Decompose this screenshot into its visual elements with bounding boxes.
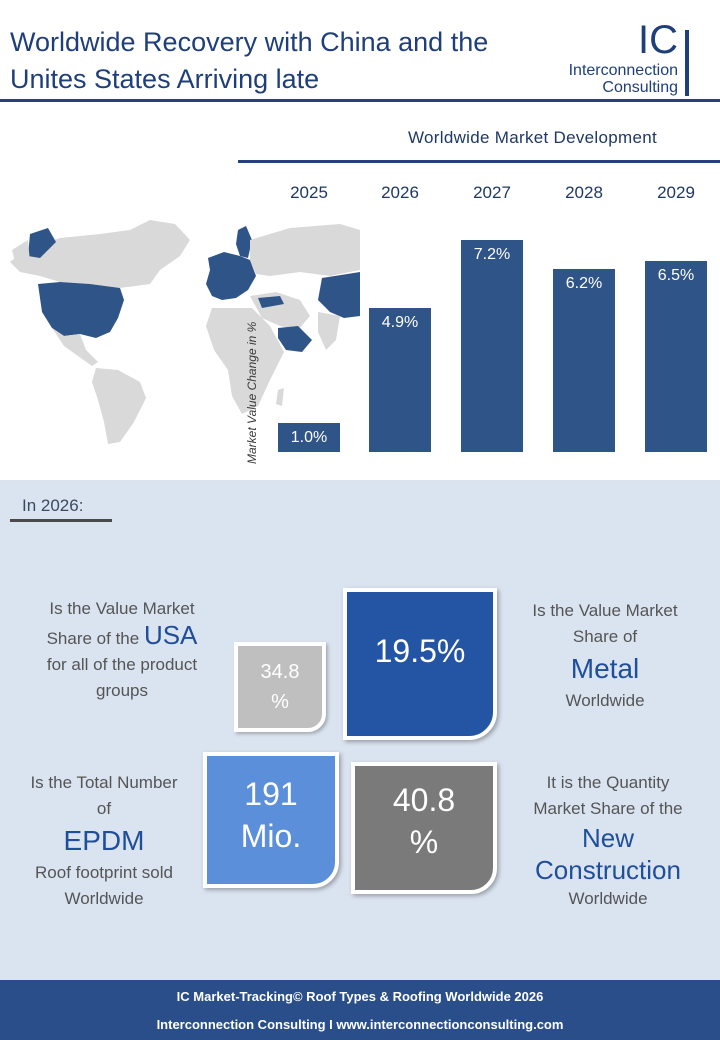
data-label: 7.2%	[473, 246, 511, 263]
map-south-america	[92, 368, 146, 444]
title-line-1: Worldwide Recovery with China and the	[10, 27, 489, 57]
metal-highlight: Metal	[570, 653, 640, 684]
y-axis-label: Market Value Change in %	[236, 322, 296, 464]
new-construction-highlight-1: New	[581, 823, 634, 853]
epdm-value-tile: 191 Mio.	[203, 752, 339, 888]
usa-text-line-2: Share of the USA	[22, 622, 222, 652]
metal-text-line-4: Worldwide	[565, 691, 645, 710]
usa-value-tile: 34.8 %	[234, 642, 326, 732]
bar	[461, 240, 523, 452]
usa-text-line-2a: Share of the	[46, 629, 144, 648]
epdm-highlight: EPDM	[63, 825, 145, 856]
x-tick-label: 2025	[290, 183, 328, 202]
map-saudi-arabia	[278, 326, 312, 352]
epdm-text-line-4: Roof footprint sold	[35, 863, 173, 882]
new-construction-description: It is the Quantity Market Share of the N…	[512, 770, 704, 912]
usa-value-line-1: 34.8	[260, 661, 300, 683]
footer-line-1: IC Market-Tracking© Roof Types & Roofing…	[176, 989, 544, 1004]
title-line-2: Unites States Arriving late	[10, 64, 320, 94]
y-axis-label-text: Market Value Change in %	[245, 321, 259, 464]
map-europe	[206, 252, 256, 300]
new-construction-value-tile: 40.8 %	[351, 762, 497, 894]
new-construction-value-line-1: 40.8	[392, 782, 456, 818]
metal-description: Is the Value Market Share of Metal World…	[510, 598, 700, 714]
data-label: 4.9%	[381, 313, 419, 331]
map-china	[318, 272, 360, 318]
map-canada	[10, 220, 190, 288]
map-turkey	[258, 296, 284, 308]
map-mexico	[52, 328, 98, 366]
map-greenland	[28, 228, 56, 258]
new-construction-text-line-5: Worldwide	[568, 889, 648, 908]
epdm-text-line-5: Worldwide	[64, 889, 144, 908]
data-label: 6.5%	[657, 266, 695, 284]
logo-name-line-1: Interconnection	[568, 62, 678, 79]
map-greenland2	[12, 240, 30, 266]
bar	[645, 260, 707, 452]
epdm-text-line-1: Is the Total Number	[30, 773, 178, 792]
map-usa	[38, 282, 124, 338]
page-title: Worldwide Recovery with China and the Un…	[10, 24, 550, 98]
section-label: In 2026:	[22, 496, 84, 515]
metal-text-line-2: Share of	[572, 627, 638, 646]
metal-text-line-1: Is the Value Market	[532, 601, 678, 620]
usa-text-line-1: Is the Value Market	[49, 599, 195, 618]
epdm-value-line-1: 191	[244, 776, 298, 812]
data-label: 6.2%	[565, 275, 603, 293]
footer: IC Market-Tracking© Roof Types & Roofing…	[0, 980, 720, 1040]
map-madagascar	[276, 388, 284, 406]
new-construction-highlight-2: Construction	[535, 855, 681, 885]
usa-text-line-3: for all of the product	[46, 655, 198, 674]
metal-value-tile: 19.5%	[343, 588, 497, 740]
map-africa	[206, 308, 284, 414]
x-tick-label: 2026	[381, 183, 419, 202]
x-tick-label: 2028	[565, 183, 603, 202]
usa-highlight: USA	[143, 620, 198, 650]
header: Worldwide Recovery with China and the Un…	[0, 0, 720, 104]
bar	[369, 307, 431, 452]
metal-value: 19.5%	[374, 632, 466, 669]
usa-value-line-2: %	[271, 691, 289, 713]
map-india	[318, 312, 340, 350]
chart-rule	[238, 160, 720, 163]
map-scandinavia	[236, 226, 252, 258]
bar	[278, 422, 340, 452]
epdm-description: Is the Total Number of EPDM Roof footpri…	[14, 770, 194, 912]
footer-line-2: Interconnection Consulting I www.interco…	[156, 1017, 564, 1032]
logo-name-line-2: Consulting	[602, 79, 678, 96]
map-russia	[250, 224, 360, 276]
logo-bar	[685, 30, 689, 96]
section-rule	[10, 519, 112, 522]
header-rule	[0, 99, 720, 102]
x-tick-label: 2029	[657, 183, 695, 202]
new-construction-text-line-2: Market Share of the	[533, 799, 683, 818]
usa-text-line-4: groups	[96, 681, 148, 700]
bar	[553, 269, 615, 452]
usa-description: Is the Value Market Share of the USA for…	[22, 596, 222, 704]
epdm-text-line-2: of	[96, 799, 112, 818]
data-label: 1.0%	[290, 428, 328, 446]
new-construction-text-line-1: It is the Quantity	[546, 773, 670, 792]
world-map	[10, 220, 360, 444]
chart-title: Worldwide Market Development	[408, 128, 658, 147]
epdm-value-line-2: Mio.	[240, 818, 302, 854]
x-tick-label: 2027	[473, 183, 511, 202]
logo-letters: IC	[638, 18, 678, 62]
new-construction-value-line-2: %	[409, 824, 439, 860]
